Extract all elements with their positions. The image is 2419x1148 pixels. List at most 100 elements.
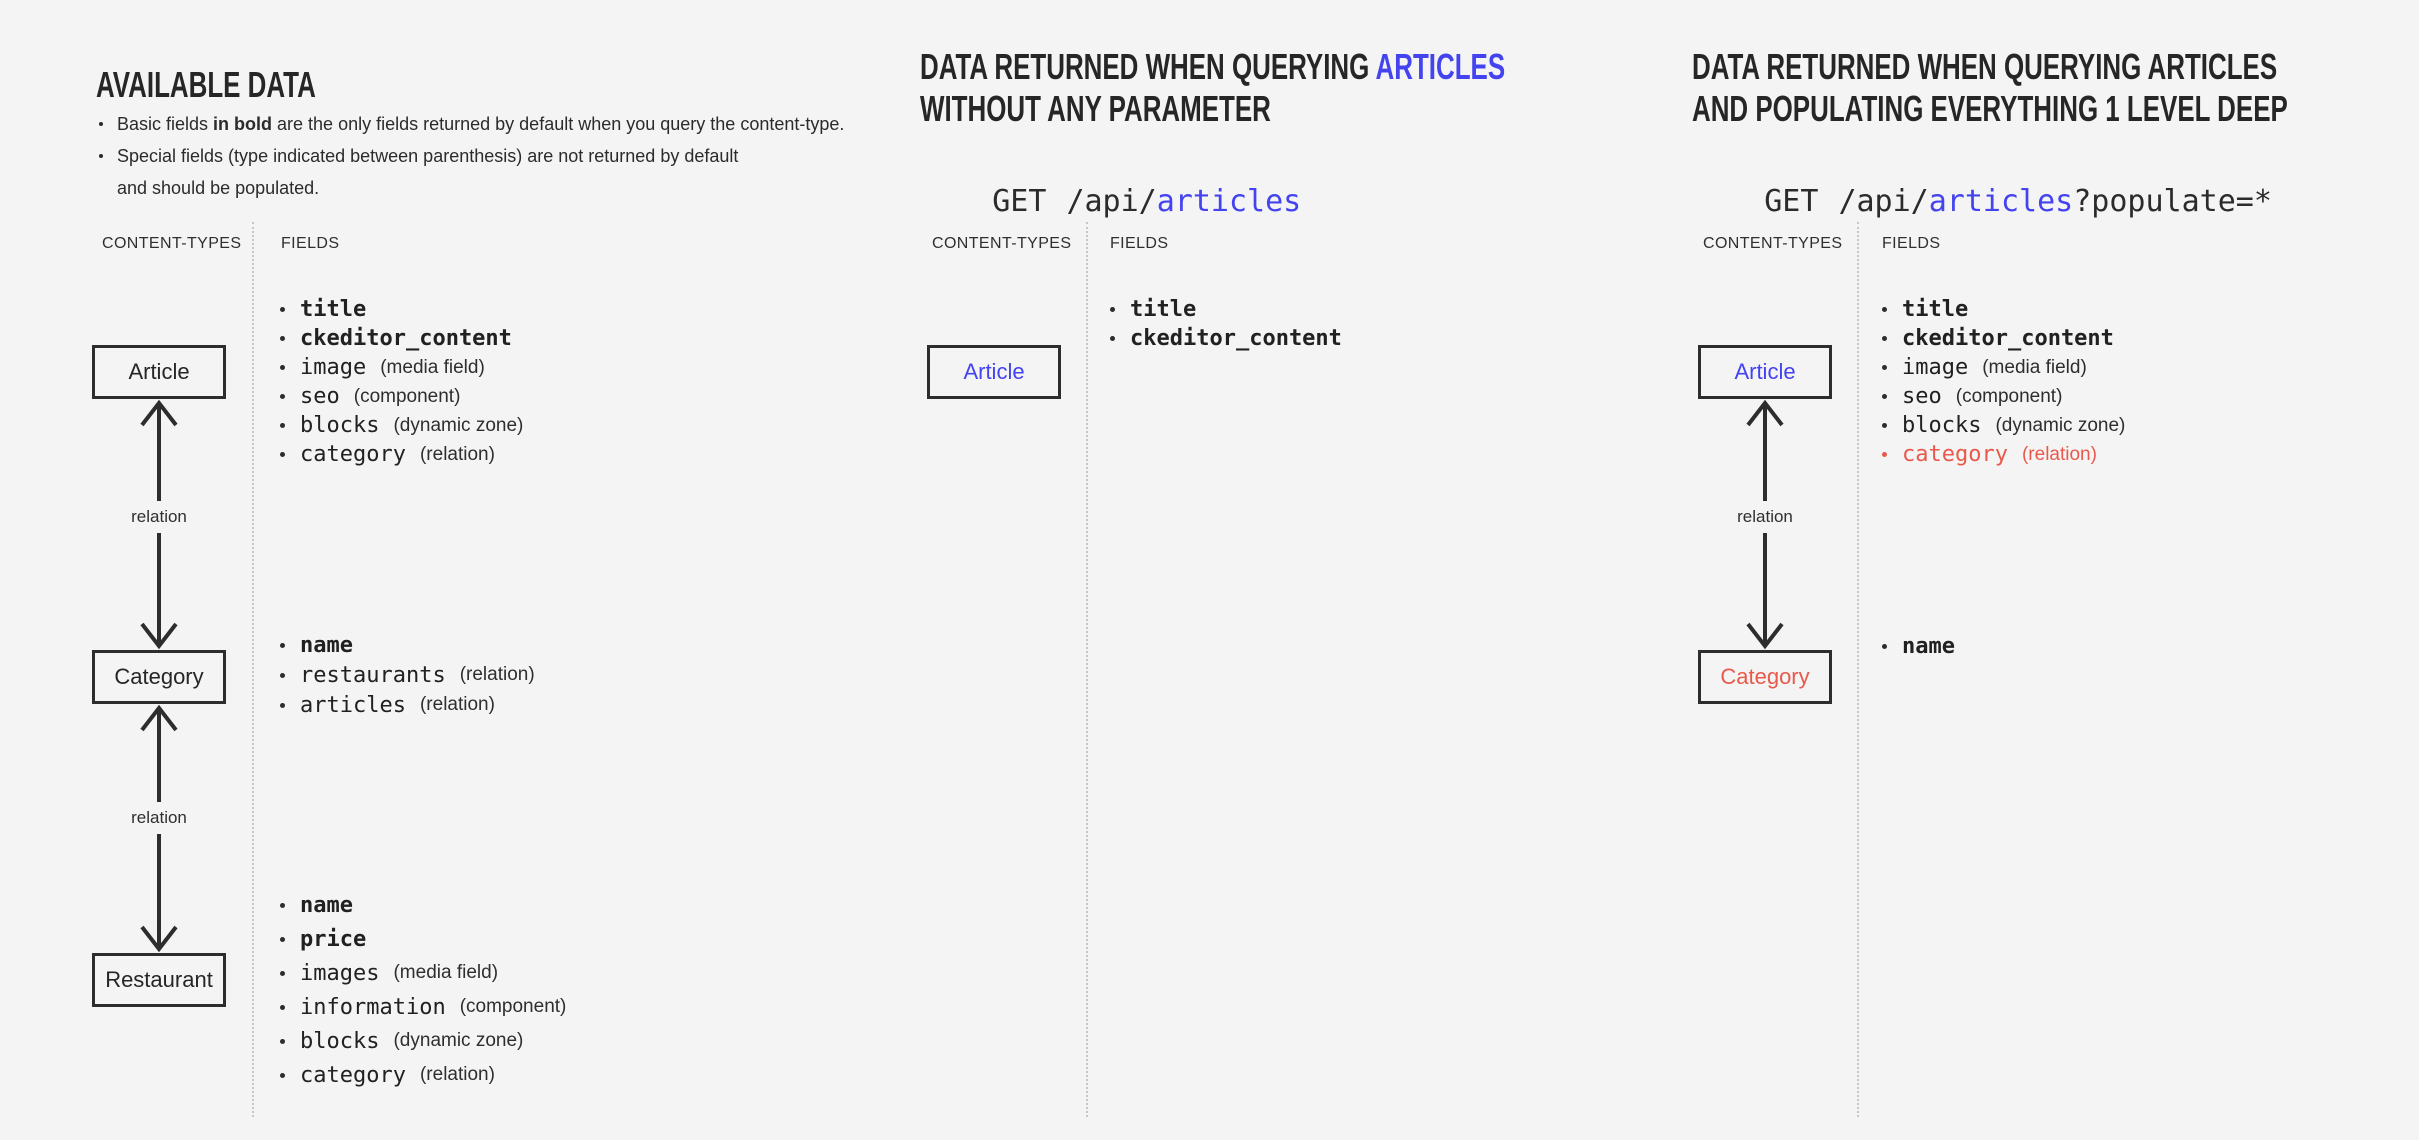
- field-type: (dynamic zone): [1995, 414, 2126, 436]
- bullet-dot: [1882, 423, 1887, 428]
- box-label: Article: [963, 359, 1025, 384]
- field-item: image (media field): [1882, 353, 2128, 382]
- bullet-dot: [1882, 365, 1887, 370]
- bullet-dot: [1882, 307, 1887, 312]
- api-request: GET/api/articles?populate=*: [1692, 148, 2272, 256]
- fields-header: FIELDS: [1110, 235, 1169, 252]
- bullet-dot: [1110, 336, 1115, 341]
- note-item-continuation: and should be populated.: [117, 177, 320, 198]
- field-name: image: [300, 355, 367, 380]
- field-item: images (media field): [280, 956, 566, 990]
- field-type: (relation): [419, 1064, 495, 1085]
- field-item: price: [280, 922, 566, 956]
- panel-title-available-data: AVAILABLE DATA: [96, 64, 316, 105]
- restaurant-fields-list: name price images (media field) informati…: [280, 888, 566, 1092]
- field-type: (media field): [393, 962, 499, 983]
- relation-label: relation: [1734, 501, 1796, 533]
- field-item: title: [1110, 295, 1356, 324]
- field-name: blocks: [1902, 413, 1982, 438]
- field-name: title: [300, 297, 367, 322]
- field-item: category (relation): [280, 440, 526, 469]
- article-fields-list: title ckeditor_content image (media field…: [1882, 295, 2128, 469]
- field-name: information: [300, 994, 446, 1020]
- column-divider: [252, 222, 254, 1117]
- content-type-box-article: Article: [1698, 345, 1832, 399]
- field-type: (relation): [2021, 443, 2097, 465]
- field-name: ckeditor_content: [300, 326, 512, 351]
- request-path: /api/articles?populate=*: [1838, 184, 2272, 219]
- field-type: (component): [459, 996, 567, 1017]
- content-type-box-restaurant: Restaurant: [92, 953, 226, 1007]
- box-label: Article: [128, 359, 190, 384]
- field-type: (relation): [419, 694, 495, 715]
- article-fields-list: title ckeditor_content image (media field…: [280, 295, 526, 469]
- field-item: restaurants (relation): [280, 660, 535, 690]
- bullet-dot: [280, 336, 285, 341]
- field-item: name: [280, 630, 535, 660]
- field-item: title: [1882, 295, 2128, 324]
- relation-label: relation: [128, 802, 190, 834]
- field-name: articles: [300, 692, 406, 718]
- field-item: category (relation): [280, 1058, 566, 1092]
- field-name: name: [300, 892, 353, 918]
- field-item: name: [1882, 632, 1969, 661]
- box-label: Category: [114, 664, 204, 689]
- bullet-dot: [280, 902, 285, 908]
- field-name: category: [1902, 442, 2008, 467]
- bullet-dot: [280, 970, 285, 976]
- field-name: images: [300, 960, 380, 986]
- bullet-dot: [280, 642, 285, 648]
- field-item: articles (relation): [280, 690, 535, 720]
- content-type-box-article: Article: [927, 345, 1061, 399]
- fields-header: FIELDS: [281, 235, 340, 252]
- field-item: information (component): [280, 990, 566, 1024]
- field-item: blocks (dynamic zone): [280, 411, 526, 440]
- bullet-dot: [280, 1038, 285, 1044]
- field-type: (relation): [459, 664, 535, 685]
- field-name: category: [300, 442, 406, 467]
- field-name: ckeditor_content: [1130, 326, 1342, 351]
- column-divider: [1857, 222, 1859, 1117]
- api-request: GET/api/articles: [920, 148, 1301, 256]
- panel-title-populate: DATA RETURNED WHEN QUERYING ARTICLES AND…: [1692, 46, 2288, 129]
- field-name: title: [1130, 297, 1197, 322]
- content-type-box-category: Category: [92, 650, 226, 704]
- field-name: name: [300, 632, 353, 658]
- bullet-dot: [280, 423, 285, 428]
- bullet-dot: [1882, 644, 1887, 649]
- request-method: GET: [1764, 184, 1819, 219]
- bullet-dot: [280, 936, 285, 942]
- bullet-dot: [280, 1072, 285, 1078]
- box-label: Article: [1734, 359, 1796, 384]
- fields-header: FIELDS: [1882, 235, 1941, 252]
- field-item: ckeditor_content: [1110, 324, 1356, 353]
- field-item-populated: category (relation): [1882, 440, 2128, 469]
- field-item: ckeditor_content: [1882, 324, 2128, 353]
- field-name: price: [300, 926, 367, 952]
- field-type: (component): [353, 385, 461, 407]
- field-name: category: [300, 1062, 406, 1088]
- bullet-dot: [280, 365, 285, 370]
- field-item: blocks (dynamic zone): [1882, 411, 2128, 440]
- field-name: ckeditor_content: [1902, 326, 2114, 351]
- article-fields-list: title ckeditor_content: [1110, 295, 1356, 353]
- field-item: name: [280, 888, 566, 922]
- bullet-dot: [280, 672, 285, 678]
- panel-title-no-param: DATA RETURNED WHEN QUERYING ARTICLES WIT…: [920, 46, 1506, 129]
- bullet-dot: [280, 394, 285, 399]
- field-name: blocks: [300, 413, 380, 438]
- box-label: Category: [1720, 664, 1810, 689]
- field-name: name: [1902, 634, 1955, 659]
- request-method: GET: [992, 184, 1047, 219]
- field-type: (media field): [1982, 356, 2087, 378]
- bullet-dot: [280, 1004, 285, 1010]
- content-types-header: CONTENT-TYPES: [1703, 235, 1843, 252]
- category-fields-list: name restaurants (relation) articles (rela…: [280, 630, 535, 720]
- bullet-dot: [280, 307, 285, 312]
- content-type-box-article: Article: [92, 345, 226, 399]
- field-type: (media field): [380, 356, 485, 378]
- field-name: restaurants: [300, 662, 446, 688]
- bullet-dot: [280, 452, 285, 457]
- field-type: (dynamic zone): [393, 414, 524, 436]
